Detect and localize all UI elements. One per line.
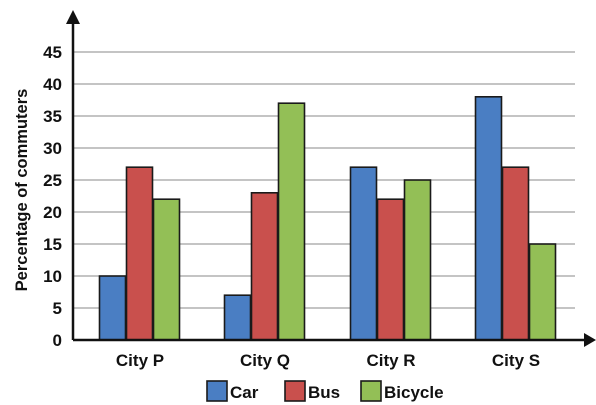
legend-swatch-bus	[284, 380, 306, 402]
x-tick-label: City S	[492, 351, 540, 370]
bar-bicycle-city-r	[403, 179, 432, 341]
y-tick-label: 20	[43, 203, 62, 222]
legend: Car Bus Bicycle	[206, 380, 444, 402]
y-tick-label: 30	[43, 139, 62, 158]
bar-car-city-q	[223, 294, 252, 341]
y-axis-label: Percentage of commuters	[13, 89, 31, 292]
legend-swatch-car	[206, 380, 228, 402]
y-tick-label: 25	[43, 171, 62, 190]
bar-car-city-p	[98, 275, 127, 341]
legend-swatch-bicycle	[360, 380, 382, 402]
x-tick-label: City Q	[240, 351, 290, 370]
legend-label-bicycle: Bicycle	[384, 383, 444, 402]
bar-bicycle-city-p	[152, 198, 181, 341]
axes	[66, 10, 596, 347]
bar-bicycle-city-q	[277, 102, 306, 341]
legend-label-car: Car	[230, 383, 259, 402]
y-tick-label: 35	[43, 107, 62, 126]
y-axis-arrow	[66, 10, 80, 24]
bar-bus-city-p	[125, 166, 154, 341]
bar-bicycle-city-s	[528, 243, 557, 341]
y-tick-label: 15	[43, 235, 62, 254]
x-axis-arrow	[584, 333, 596, 347]
bar-bus-city-q	[250, 192, 279, 341]
bar-bus-city-r	[376, 198, 405, 341]
bar-bus-city-s	[501, 166, 530, 341]
x-tick-label: City R	[366, 351, 415, 370]
y-tick-labels: 0 5 10 15 20 25 30 35 40 45	[43, 43, 62, 350]
bar-car-city-r	[349, 166, 378, 341]
bar-car-city-s	[474, 96, 503, 341]
y-tick-label: 0	[53, 331, 62, 350]
legend-label-bus: Bus	[308, 383, 340, 402]
y-tick-label: 40	[43, 75, 62, 94]
y-tick-label: 10	[43, 267, 62, 286]
x-tick-label: City P	[116, 351, 164, 370]
y-tick-label: 45	[43, 43, 62, 62]
y-tick-label: 5	[53, 299, 62, 318]
bars	[98, 96, 557, 341]
x-tick-labels: City P City Q City R City S	[116, 351, 540, 370]
